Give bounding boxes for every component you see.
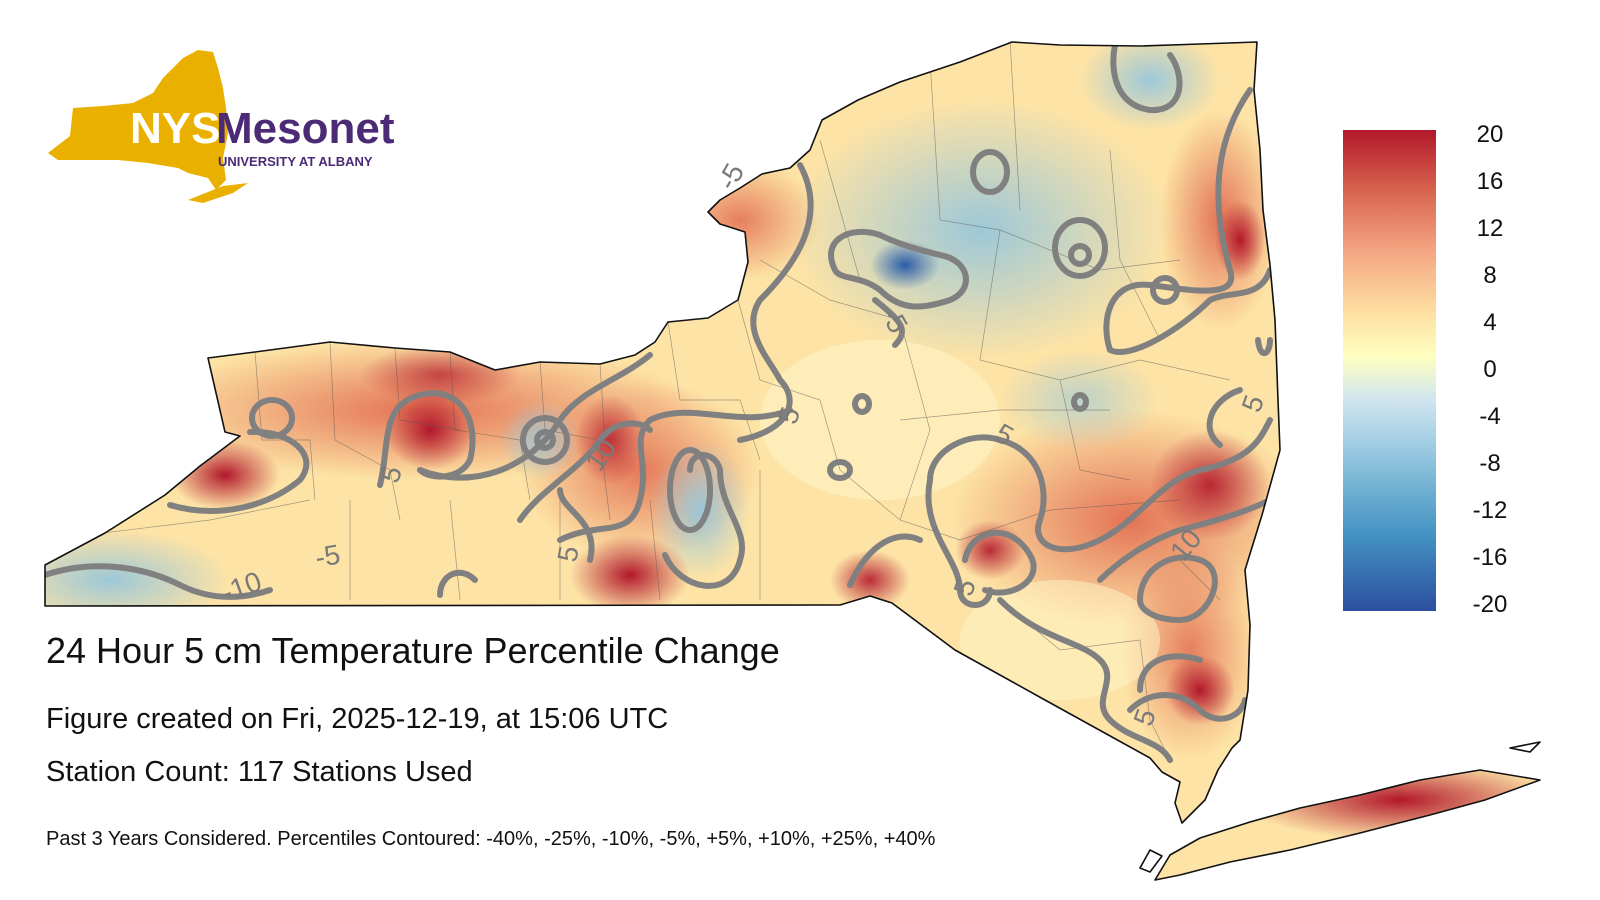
legend-tick-label: 8: [1483, 262, 1497, 289]
legend-tick-label: -4: [1479, 403, 1501, 430]
footnote: Past 3 Years Considered. Percentiles Con…: [46, 828, 936, 850]
state-outline: [44, 41, 1541, 881]
new-york-state-silhouette-icon: NYS Mesonet UNIVERSITY AT ALBANY: [48, 50, 395, 203]
map-title: 24 Hour 5 cm Temperature Percentile Chan…: [46, 630, 780, 671]
hot-spot-finger-lakes: [575, 395, 645, 485]
legend-color-bar: [1343, 130, 1436, 611]
hot-spot-rochester: [385, 390, 475, 470]
legend-tick-label: 16: [1476, 168, 1504, 195]
hot-spot-long-island: [1240, 760, 1540, 840]
legend-tick-label: 20: [1476, 121, 1504, 148]
legend-tick-label: 4: [1483, 309, 1497, 336]
legend-tick-label: 0: [1483, 356, 1497, 383]
logo-badge-text: NYS: [130, 104, 220, 153]
cool-region-adirondacks: [790, 100, 1170, 360]
legend-tick-label: -12: [1472, 497, 1508, 524]
legend-tick-label: -16: [1472, 544, 1508, 571]
contour-label: 5: [552, 544, 585, 565]
cool-region-southwest: [45, 530, 230, 630]
nys-mesonet-logo: NYS Mesonet UNIVERSITY AT ALBANY: [48, 48, 398, 213]
legend-tick-label: 12: [1476, 215, 1504, 242]
hot-spot-binghamton: [830, 550, 910, 610]
legend-tick-label: -20: [1472, 591, 1508, 618]
cool-region-southern-tier: [650, 440, 750, 580]
contour-lines: [45, 42, 1273, 763]
hot-spot-elmira: [570, 535, 690, 615]
contour-label: -5: [313, 539, 343, 574]
logo-wordmark: Mesonet: [216, 104, 395, 153]
figure-created-timestamp: Figure created on Fri, 2025-12-19, at 15…: [46, 703, 669, 735]
hot-spot-lower-hudson: [1165, 655, 1235, 725]
station-count: Station Count: 117 Stations Used: [46, 756, 473, 788]
logo-subtitle: UNIVERSITY AT ALBANY: [218, 154, 373, 169]
cool-region-east-central: [1000, 350, 1160, 450]
legend-tick-label: -8: [1479, 450, 1501, 477]
